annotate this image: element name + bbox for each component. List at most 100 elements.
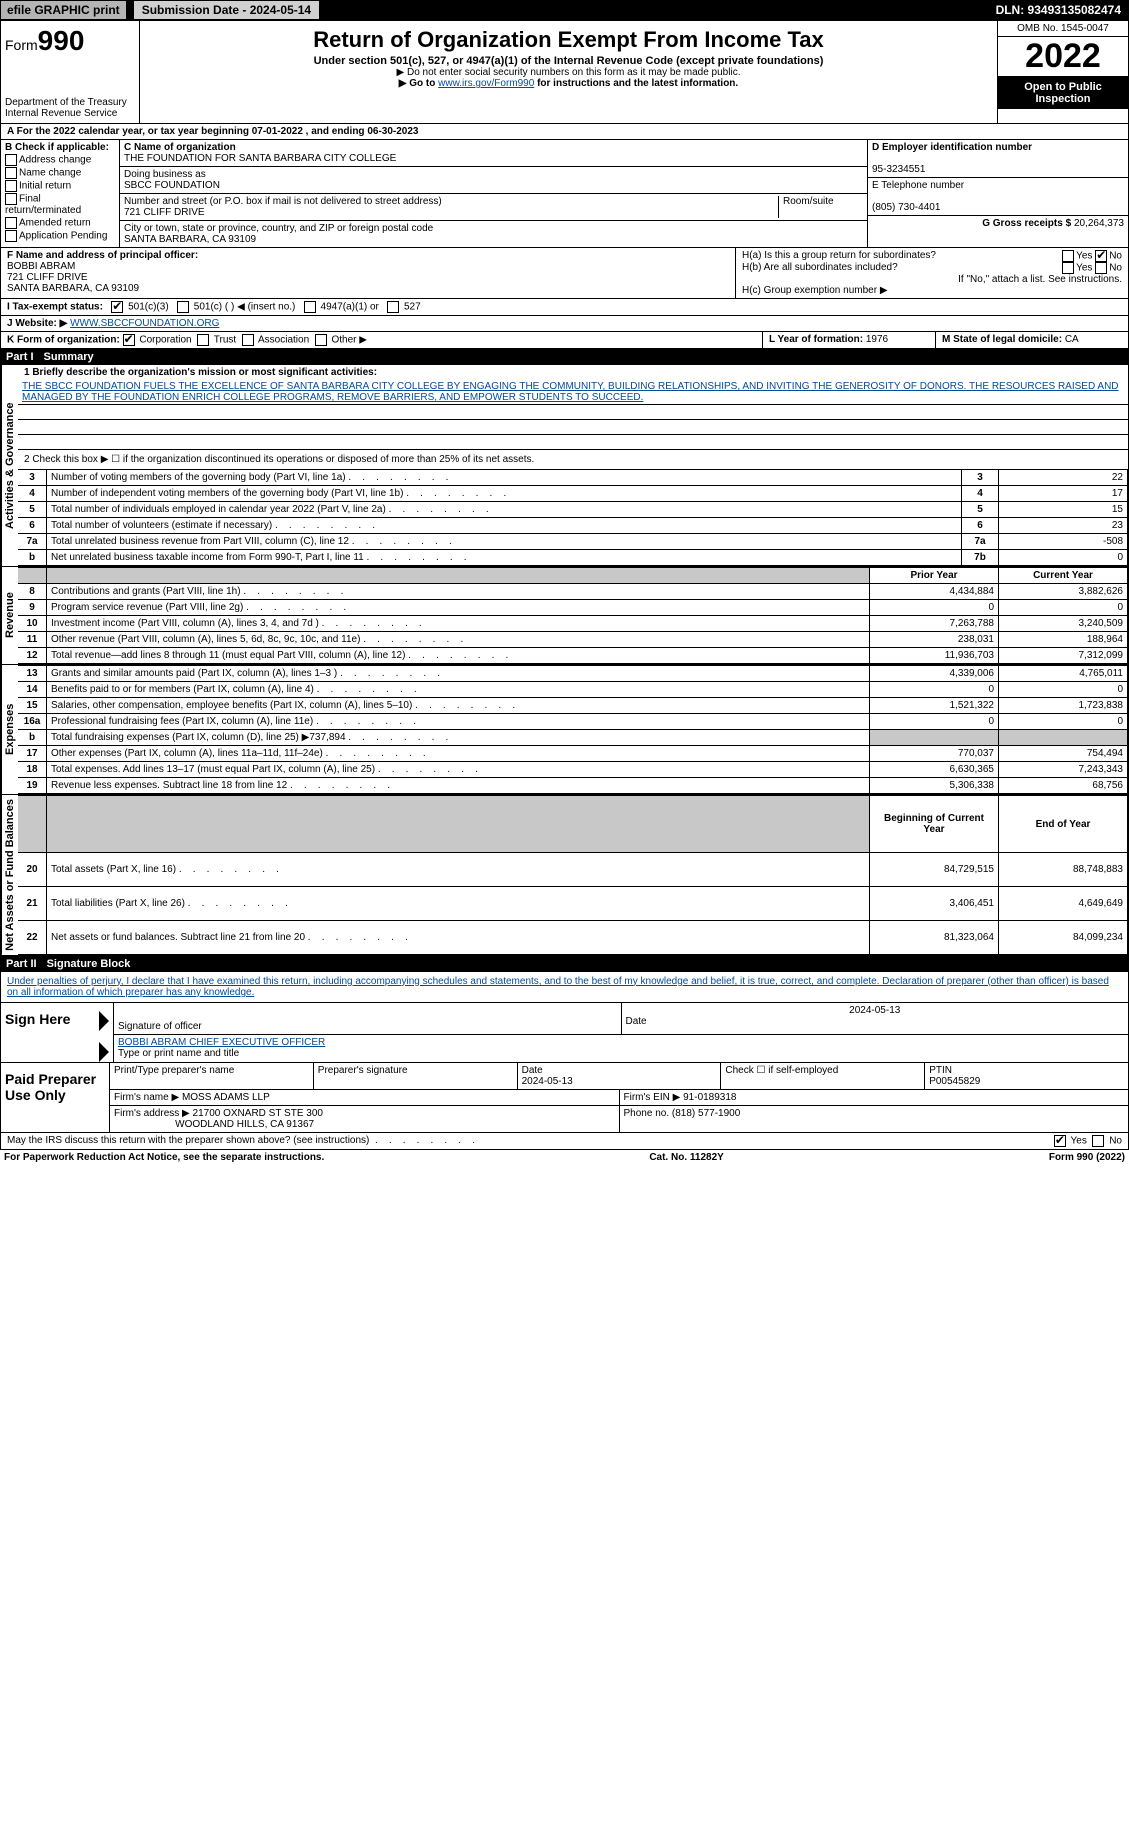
box-b: B Check if applicable: Address change Na… [1, 140, 120, 247]
mission-link[interactable]: THE SBCC FOUNDATION FUELS THE EXCELLENCE… [22, 381, 1119, 403]
part1-name: Summary [44, 351, 94, 363]
part2-header: Part II Signature Block [0, 956, 1129, 972]
officer-name-link[interactable]: BOBBI ABRAM CHIEF EXECUTIVE OFFICER [118, 1037, 325, 1048]
officer-label: F Name and address of principal officer: [7, 250, 198, 261]
arrow-icon [99, 1011, 109, 1031]
form-title: Return of Organization Exempt From Incom… [144, 27, 993, 53]
chk-amended[interactable]: Amended return [5, 217, 115, 229]
vtab-expenses: Expenses [1, 665, 18, 794]
table-row: 11 Other revenue (Part VIII, column (A),… [18, 632, 1128, 648]
h-a-no[interactable] [1095, 250, 1107, 262]
table-row: 12 Total revenue—add lines 8 through 11 … [18, 648, 1128, 664]
box-j: J Website: ▶ WWW.SBCCFOUNDATION.ORG [0, 316, 1129, 332]
goto-suffix: for instructions and the latest informat… [534, 78, 738, 89]
box-c: C Name of organization THE FOUNDATION FO… [120, 140, 867, 247]
preparer-name-cell: Print/Type preparer's name [109, 1063, 313, 1089]
state-domicile: CA [1065, 334, 1079, 345]
ein-value: 95-3234551 [872, 164, 925, 175]
firm-addr-cell: Firm's address ▶ 21700 OXNARD ST STE 300… [109, 1105, 619, 1132]
header-middle: Return of Organization Exempt From Incom… [140, 21, 997, 123]
form-prefix: Form [5, 37, 38, 53]
discuss-label: May the IRS discuss this return with the… [7, 1135, 369, 1146]
k-l-m-row: K Form of organization: Corporation Trus… [0, 332, 1129, 349]
chk-name-change[interactable]: Name change [5, 167, 115, 179]
year-formation-label: L Year of formation: [769, 334, 863, 345]
officer-addr1: 721 CLIFF DRIVE [7, 272, 88, 283]
dept-treasury: Department of the Treasury [5, 97, 135, 108]
chk-527[interactable] [387, 301, 399, 313]
sig-officer-cell: Signature of officer [113, 1003, 621, 1034]
h-a-label: H(a) Is this a group return for subordin… [742, 250, 936, 262]
expenses-table: 13 Grants and similar amounts paid (Part… [18, 665, 1128, 794]
vtab-governance: Activities & Governance [1, 365, 18, 566]
period-line: A For the 2022 calendar year, or tax yea… [0, 124, 1129, 140]
goto-prefix: ▶ Go to [399, 78, 438, 89]
form-org-label: K Form of organization: [7, 335, 120, 346]
omb-number: OMB No. 1545-0047 [998, 21, 1128, 37]
governance-section: Activities & Governance 1 Briefly descri… [0, 365, 1129, 567]
revenue-table: Prior Year Current Year8 Contributions a… [18, 567, 1128, 664]
declaration-text[interactable]: Under penalties of perjury, I declare th… [7, 976, 1109, 998]
table-header: Beginning of Current Year End of Year [18, 796, 1128, 853]
phone-label: E Telephone number [872, 180, 964, 191]
website-label: J Website: ▶ [7, 318, 67, 329]
dba-value: SBCC FOUNDATION [124, 180, 220, 191]
form-header: Form990 Department of the Treasury Inter… [0, 20, 1129, 124]
header-right: OMB No. 1545-0047 2022 Open to Public In… [997, 21, 1128, 123]
chk-trust[interactable] [197, 334, 209, 346]
chk-4947[interactable] [304, 301, 316, 313]
table-header: Prior Year Current Year [18, 568, 1128, 584]
page-footer: For Paperwork Reduction Act Notice, see … [0, 1150, 1129, 1165]
firm-phone-cell: Phone no. (818) 577-1900 [619, 1105, 1129, 1132]
table-row: 13 Grants and similar amounts paid (Part… [18, 666, 1128, 682]
discuss-no[interactable] [1092, 1135, 1104, 1147]
expenses-section: Expenses 13 Grants and similar amounts p… [0, 665, 1129, 795]
open-public-badge: Open to Public Inspection [998, 77, 1128, 109]
chk-corp[interactable] [123, 334, 135, 346]
chk-501c[interactable] [177, 301, 189, 313]
org-name: THE FOUNDATION FOR SANTA BARBARA CITY CO… [124, 153, 396, 164]
table-row: 7a Total unrelated business revenue from… [18, 534, 1128, 550]
table-row: 19 Revenue less expenses. Subtract line … [18, 778, 1128, 794]
table-row: 14 Benefits paid to or for members (Part… [18, 682, 1128, 698]
top-bar: efile GRAPHIC print Submission Date - 20… [0, 0, 1129, 20]
officer-addr2: SANTA BARBARA, CA 93109 [7, 283, 139, 294]
chk-501c3[interactable] [111, 301, 123, 313]
chk-initial-return[interactable]: Initial return [5, 180, 115, 192]
chk-assoc[interactable] [242, 334, 254, 346]
discuss-yes[interactable] [1054, 1135, 1066, 1147]
note-link: ▶ Go to www.irs.gov/Form990 for instruct… [144, 78, 993, 89]
part2-name: Signature Block [47, 958, 131, 970]
table-row: 15 Salaries, other compensation, employe… [18, 698, 1128, 714]
org-name-label: C Name of organization [124, 142, 236, 153]
submission-date-button[interactable]: Submission Date - 2024-05-14 [133, 0, 320, 20]
netassets-table: Beginning of Current Year End of Year20 … [18, 795, 1128, 955]
revenue-section: Revenue Prior Year Current Year8 Contrib… [0, 567, 1129, 665]
h-a-yes[interactable] [1062, 250, 1074, 262]
vtab-netassets: Net Assets or Fund Balances [1, 795, 18, 955]
sig-date-cell: 2024-05-13 Date [621, 1003, 1129, 1034]
note-ssn: ▶ Do not enter social security numbers o… [144, 67, 993, 78]
h-b-yes[interactable] [1062, 262, 1074, 274]
website-link[interactable]: WWW.SBCCFOUNDATION.ORG [70, 318, 219, 329]
form-990-number: 990 [38, 25, 85, 56]
table-row: b Total fundraising expenses (Part IX, c… [18, 730, 1128, 746]
gross-label: G Gross receipts $ [982, 218, 1071, 229]
addr-label: Number and street (or P.O. box if mail i… [124, 196, 442, 207]
firm-name-cell: Firm's name ▶ MOSS ADAMS LLP [109, 1089, 619, 1105]
h-b-no[interactable] [1095, 262, 1107, 274]
chk-final-return[interactable]: Final return/terminated [5, 193, 115, 216]
type-name-label: Type or print name and title [118, 1048, 239, 1059]
chk-application-pending[interactable]: Application Pending [5, 230, 115, 242]
part2-tab: Part II [6, 958, 47, 970]
preparer-sig-cell: Preparer's signature [313, 1063, 517, 1089]
irs-link[interactable]: www.irs.gov/Form990 [438, 78, 534, 89]
self-employed-cell: Check ☐ if self-employed [720, 1063, 924, 1089]
footer-mid: Cat. No. 11282Y [649, 1152, 723, 1163]
tax-status-label: I Tax-exempt status: [7, 302, 103, 313]
h-b-label: H(b) Are all subordinates included? [742, 262, 898, 274]
declaration: Under penalties of perjury, I declare th… [0, 972, 1129, 1003]
chk-other[interactable] [315, 334, 327, 346]
chk-address-change[interactable]: Address change [5, 154, 115, 166]
header-left: Form990 Department of the Treasury Inter… [1, 21, 140, 123]
